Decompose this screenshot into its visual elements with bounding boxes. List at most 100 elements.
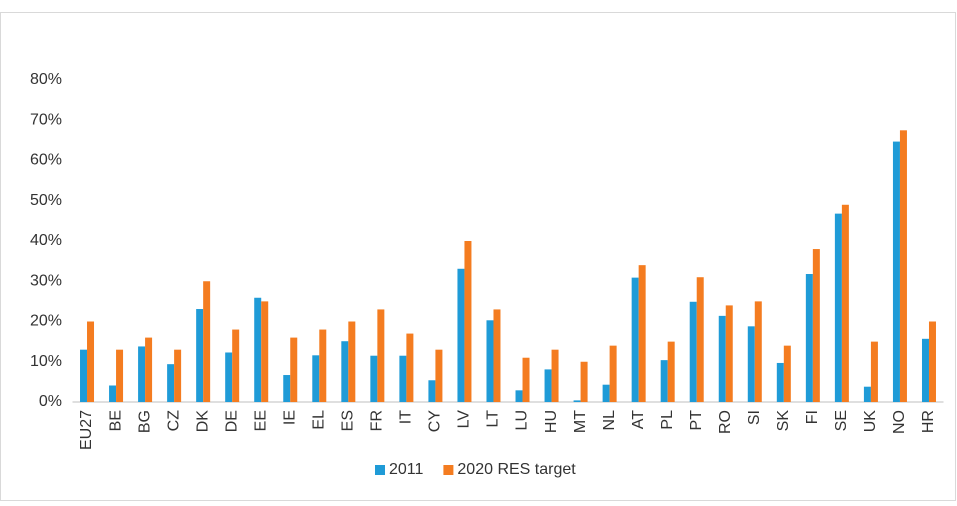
- bar: [196, 309, 204, 402]
- bar: [870, 341, 878, 402]
- y-tick-label: 30%: [30, 272, 62, 289]
- bar: [377, 309, 385, 402]
- x-tick-label: HR: [920, 410, 937, 433]
- bar: [167, 364, 175, 402]
- bar: [805, 274, 813, 402]
- bar: [406, 333, 414, 402]
- x-tick-label: AT: [630, 410, 647, 429]
- bar: [638, 265, 646, 402]
- bar: [145, 337, 153, 402]
- x-tick-label: EE: [252, 410, 269, 431]
- legend-swatch: [375, 465, 385, 475]
- bar: [319, 329, 327, 402]
- bar: [696, 277, 704, 402]
- bar: [254, 297, 262, 402]
- x-tick-label: EU27: [78, 410, 95, 450]
- x-tick-label: RO: [717, 410, 734, 434]
- bar: [573, 400, 581, 402]
- bar: [87, 321, 95, 402]
- x-tick-label: DK: [194, 410, 211, 433]
- legend-label: 2011: [389, 461, 424, 478]
- bar: [580, 361, 588, 402]
- bar: [203, 281, 211, 402]
- x-tick-label: MT: [572, 410, 589, 433]
- x-tick-label: SK: [775, 410, 792, 432]
- y-tick-label: 20%: [30, 313, 62, 330]
- x-tick-label: FR: [369, 410, 386, 431]
- x-tick-label: BE: [107, 410, 124, 431]
- y-tick-label: 0%: [39, 393, 62, 410]
- x-tick-label: CZ: [165, 410, 182, 432]
- x-tick-label: DE: [223, 410, 240, 432]
- bar: [812, 249, 820, 402]
- bar: [232, 329, 240, 402]
- bar: [841, 204, 849, 402]
- bar: [312, 355, 320, 402]
- bar: [109, 385, 117, 402]
- x-tick-label: ES: [340, 410, 357, 431]
- x-tick-label: NO: [891, 410, 908, 434]
- bar: [457, 268, 465, 402]
- bar: [225, 352, 233, 402]
- x-tick-label: FI: [804, 410, 821, 424]
- y-tick-label: 50%: [30, 192, 62, 209]
- x-tick-label: HU: [543, 410, 560, 433]
- bar: [348, 321, 356, 402]
- y-tick-label: 40%: [30, 232, 62, 249]
- bar: [609, 345, 617, 402]
- bar: [116, 349, 124, 402]
- bar: [863, 386, 871, 402]
- x-tick-label: PT: [688, 410, 705, 431]
- bar: [138, 346, 146, 402]
- bar: [290, 337, 298, 402]
- y-tick-label: 60%: [30, 152, 62, 169]
- bar: [783, 345, 791, 402]
- x-tick-label: IE: [281, 410, 298, 425]
- x-tick-label: NL: [601, 410, 618, 431]
- bar: [370, 355, 378, 402]
- bar: [928, 321, 936, 402]
- bar: [602, 384, 610, 402]
- bar: [435, 349, 443, 402]
- bar: [921, 338, 929, 402]
- bar: [399, 355, 407, 402]
- bar: [486, 320, 494, 402]
- bar: [718, 315, 726, 402]
- x-tick-label: LV: [456, 410, 473, 429]
- bar: [261, 301, 269, 402]
- x-tick-label: PL: [659, 410, 676, 430]
- bar: [834, 213, 842, 402]
- x-tick-label: CY: [427, 410, 444, 433]
- bar: [341, 341, 349, 402]
- bar: [660, 360, 668, 402]
- bar: [754, 301, 762, 402]
- bar: [428, 380, 436, 402]
- bar: [551, 349, 559, 402]
- x-tick-label: IT: [398, 410, 415, 424]
- bar: [174, 349, 182, 402]
- y-tick-label: 10%: [30, 353, 62, 370]
- bar: [892, 141, 900, 402]
- bar: [515, 390, 523, 402]
- bar: [544, 369, 552, 402]
- bar: [689, 301, 697, 402]
- bar: [631, 277, 639, 402]
- legend-swatch: [443, 465, 454, 475]
- x-tick-label: UK: [862, 410, 879, 433]
- x-tick-label: BG: [136, 410, 153, 433]
- bar: [493, 309, 501, 402]
- x-tick-label: SI: [746, 410, 763, 425]
- bar: [725, 305, 733, 402]
- x-tick-label: LT: [485, 410, 502, 428]
- bar: [776, 362, 784, 402]
- x-tick-label: LU: [514, 410, 531, 430]
- bar: [522, 357, 530, 402]
- bar: [464, 241, 472, 402]
- bar: [80, 349, 88, 402]
- y-tick-label: 70%: [30, 111, 62, 128]
- bar: [667, 341, 675, 402]
- x-tick-label: EL: [311, 410, 328, 430]
- bar: [747, 326, 755, 402]
- bar: [283, 375, 291, 402]
